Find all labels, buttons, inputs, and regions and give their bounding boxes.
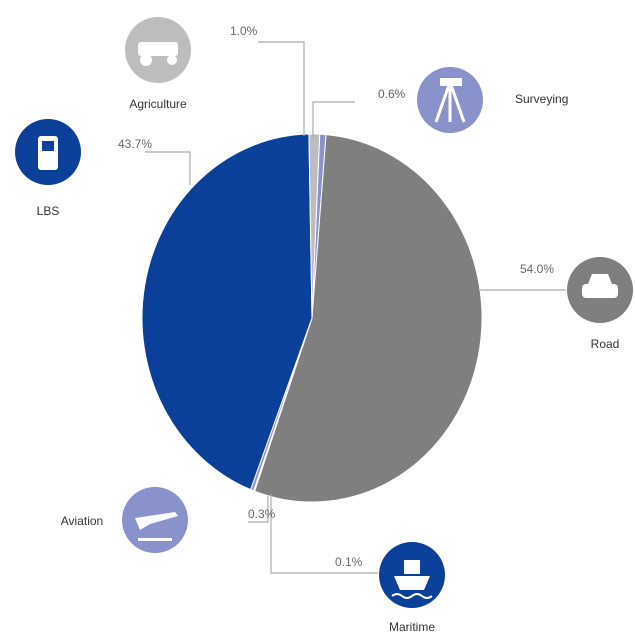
icon-shape — [404, 560, 420, 574]
value-label: 1.0% — [230, 24, 258, 38]
pie-slice — [308, 133, 321, 319]
category-label: Agriculture — [129, 97, 187, 111]
pie — [141, 133, 483, 503]
pie-slice — [141, 133, 313, 491]
icon-shape — [434, 81, 466, 123]
category-label: LBS — [37, 204, 60, 218]
pie-slice — [253, 134, 483, 503]
value-label: 54.0% — [520, 262, 554, 276]
leader-line — [312, 101, 355, 138]
icon-shape — [138, 538, 172, 541]
leader-line — [248, 496, 269, 523]
leader-line — [145, 151, 191, 185]
icon-shape — [167, 55, 177, 65]
category-label: Road — [591, 337, 620, 351]
icon-shape — [440, 78, 462, 86]
icon-shape — [42, 141, 54, 151]
icon-shape — [138, 42, 178, 56]
category-label: Maritime — [389, 620, 435, 634]
icons — [15, 17, 633, 608]
icon-shape — [140, 54, 152, 66]
icon-shape — [135, 512, 178, 530]
value-label: 0.3% — [248, 507, 276, 521]
icon-shape — [588, 274, 612, 284]
value-label: 0.6% — [378, 87, 406, 101]
icon-maritime — [379, 542, 445, 608]
value-label: 0.1% — [335, 555, 363, 569]
icon-shape — [391, 593, 433, 599]
icon-shape — [394, 576, 430, 590]
category-label: Aviation — [61, 514, 103, 528]
category-label: Surveying — [515, 92, 568, 106]
leader-line — [270, 494, 378, 574]
leader-line — [258, 41, 305, 136]
value-label: 43.7% — [118, 137, 152, 151]
icon-shape — [582, 284, 618, 298]
